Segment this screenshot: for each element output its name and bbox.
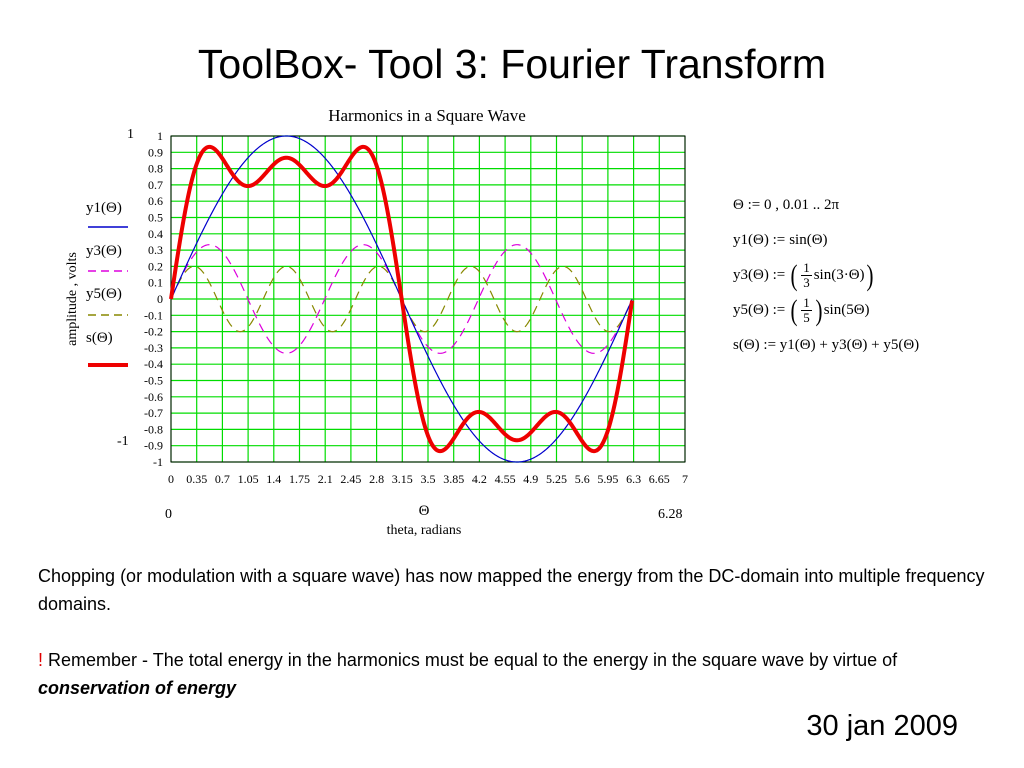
paragraph-gap	[38, 618, 998, 646]
x-tick-label: 2.8	[369, 472, 384, 486]
fraction-denominator: 5	[803, 310, 810, 325]
x-tick-label: 5.25	[546, 472, 567, 486]
fraction-one-third: 1 3	[801, 261, 812, 290]
formula-y3-lhs: y3(Θ) :=	[733, 267, 786, 283]
legend-label-y1: y1(Θ)	[86, 200, 122, 216]
formula-s: s(Θ) := y1(Θ) + y3(Θ) + y5(Θ)	[733, 328, 1003, 363]
y-tick-label: 0.8	[148, 162, 163, 176]
x-tick-label: 0.7	[215, 472, 230, 486]
formula-y5: y5(Θ) := ( 1 5 ) sin(5Θ)	[733, 293, 1003, 328]
y-tick-label: 0.5	[148, 211, 163, 225]
fraction-numerator: 1	[801, 260, 812, 276]
x-tick-label: 2.45	[340, 472, 361, 486]
y-tick-label: 0.6	[148, 194, 163, 208]
legend-label-y3: y3(Θ)	[86, 243, 122, 259]
chart-title: Harmonics in a Square Wave	[328, 106, 526, 125]
x-tick-label: 7	[682, 472, 688, 486]
x-tick-label: 0.35	[186, 472, 207, 486]
y-tick-label: 0.4	[148, 227, 163, 241]
x-tick-label: 4.9	[523, 472, 538, 486]
formula-block: Θ := 0 , 0.01 .. 2π y1(Θ) := sin(Θ) y3(Θ…	[733, 188, 1003, 363]
x-tick-label: 1.75	[289, 472, 310, 486]
x-tick-label: 1.05	[238, 472, 259, 486]
x-range-min-label: 0	[165, 507, 172, 522]
fraction-one-fifth: 1 5	[801, 296, 812, 325]
paren-close: )	[815, 293, 823, 327]
x-tick-labels: 0 0.35 0.7 1.05 1.4 1.75 2.1 2.45 2.8 3.15 3.5 3.85…	[168, 472, 688, 486]
fraction-denominator: 3	[803, 275, 810, 290]
x-tick-label: 3.15	[392, 472, 413, 486]
emphasis-conservation-of-energy: conservation of energy	[38, 678, 237, 698]
description-paragraph-1: Chopping (or modulation with a square wa…	[38, 566, 985, 614]
y-tick-label: 1	[157, 129, 163, 143]
x-tick-label: 2.1	[318, 472, 333, 486]
formula-y5-rhs: sin(5Θ)	[823, 302, 870, 318]
y-tick-label: 0.3	[148, 243, 163, 257]
x-tick-label: 3.85	[443, 472, 464, 486]
y-tick-label: -0.8	[144, 422, 163, 436]
x-tick-label: 3.5	[421, 472, 436, 486]
formula-s-text: s(Θ) := y1(Θ) + y3(Θ) + y5(Θ)	[733, 337, 920, 353]
formula-y1: y1(Θ) := sin(Θ)	[733, 223, 1003, 258]
y-tick-label: -1	[153, 455, 163, 469]
paren-open: (	[790, 293, 798, 327]
x-tick-label: 4.55	[495, 472, 516, 486]
x-axis-label: theta, radians	[387, 523, 462, 538]
y-tick-label: -0.5	[144, 374, 163, 388]
series-lines	[169, 135, 635, 463]
exclamation-mark: !	[38, 650, 44, 670]
y-tick-label: -0.2	[144, 325, 163, 339]
formula-theta: Θ := 0 , 0.01 .. 2π	[733, 188, 1003, 223]
y-range-max-label: 1	[127, 127, 134, 142]
formula-y1-rhs: sin(Θ)	[789, 232, 828, 248]
slide-title: ToolBox- Tool 3: Fourier Transform	[197, 41, 827, 87]
description-text: Chopping (or modulation with a square wa…	[38, 562, 998, 702]
x-tick-label: 0	[168, 472, 174, 486]
x-axis-symbol: Θ	[419, 503, 430, 519]
formula-y3: y3(Θ) := ( 1 3 sin(3·Θ) )	[733, 258, 1003, 293]
paren-close: )	[866, 258, 874, 292]
y-tick-label: -0.6	[144, 390, 163, 404]
x-tick-label: 4.2	[472, 472, 487, 486]
y-tick-label: 0	[157, 292, 163, 306]
formula-theta-text: Θ := 0 , 0.01 .. 2π	[733, 197, 840, 213]
description-paragraph-2: ! Remember - The total energy in the har…	[38, 646, 998, 702]
x-tick-label: 6.65	[649, 472, 670, 486]
legend: y1(Θ) y3(Θ) y5(Θ) s(Θ)	[86, 200, 128, 367]
y-tick-label: 0.2	[148, 259, 163, 273]
legend-label-y5: y5(Θ)	[86, 286, 122, 302]
y-tick-label: 0.1	[148, 276, 163, 290]
legend-label-s: s(Θ)	[86, 330, 113, 346]
x-tick-label: 1.4	[266, 472, 281, 486]
formula-y1-lhs: y1(Θ) :=	[733, 232, 786, 248]
y-tick-label: -0.3	[144, 341, 163, 355]
formula-y5-lhs: y5(Θ) :=	[733, 302, 786, 318]
slide-date: 30 jan 2009	[806, 710, 958, 742]
fraction-numerator: 1	[801, 295, 812, 311]
y-tick-label: -0.1	[144, 308, 163, 322]
x-tick-label: 6.3	[626, 472, 641, 486]
y-range-min-label: -1	[117, 434, 129, 449]
y-tick-labels: 1 0.9 0.8 0.7 0.6 0.5 0.4 0.3 0.2 0.1 0 -0.1 -0.2 -0.…	[144, 129, 163, 469]
y-tick-label: -0.7	[144, 406, 163, 420]
y-tick-label: -0.4	[144, 357, 163, 371]
series-line-s	[169, 144, 635, 454]
paren-open: (	[790, 258, 798, 292]
x-tick-label: 5.95	[597, 472, 618, 486]
y-tick-label: 0.9	[148, 145, 163, 159]
y-tick-label: 0.7	[148, 178, 163, 192]
y-axis-label: amplitude , volts	[65, 252, 80, 346]
fourier-chart: Harmonics in a Square Wave 1 0.9 0.8 0.7 0.6…	[65, 106, 688, 538]
x-range-max-label: 6.28	[658, 507, 683, 522]
description-paragraph-2-text: Remember - The total energy in the harmo…	[43, 650, 898, 670]
formula-y3-rhs: sin(3·Θ)	[813, 267, 865, 283]
x-tick-label: 5.6	[575, 472, 590, 486]
y-tick-label: -0.9	[144, 439, 163, 453]
